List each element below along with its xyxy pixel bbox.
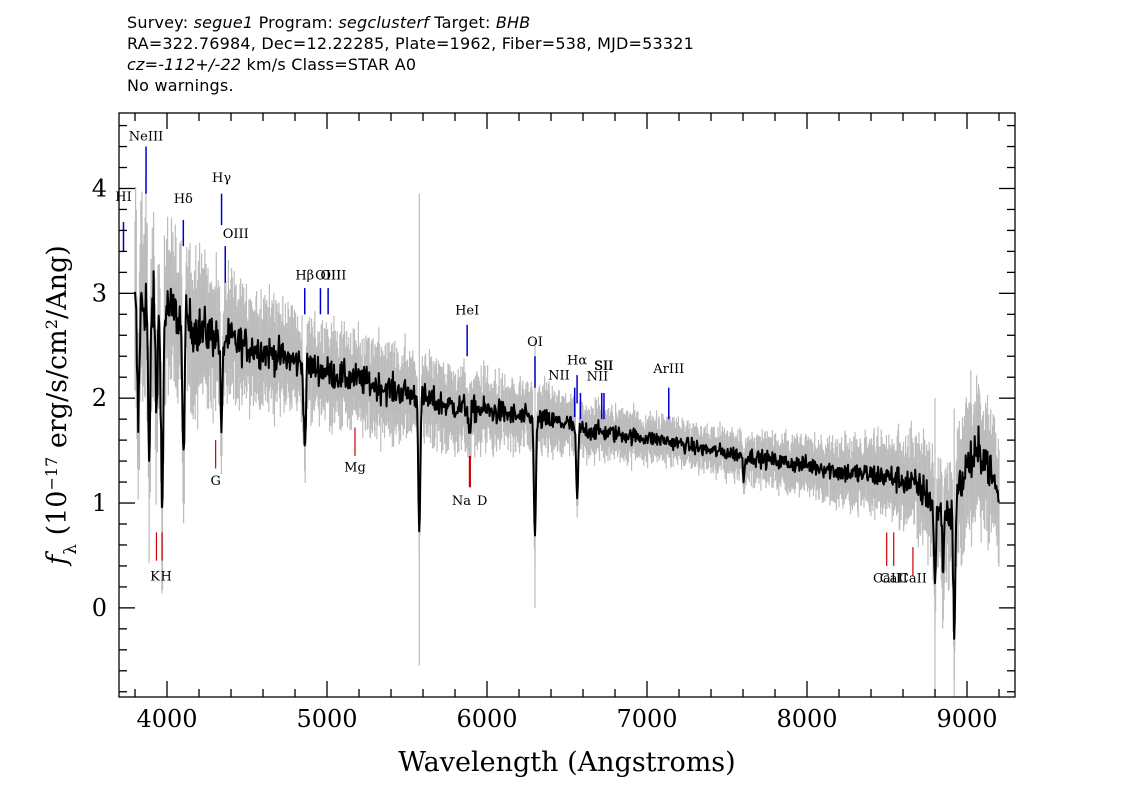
header-line-redshift: cz=-112+/-22 km/s Class=STAR A0 xyxy=(127,54,694,75)
flux-line xyxy=(134,270,1000,640)
absorption-line-label: K xyxy=(150,570,160,585)
emission-line-label: NII xyxy=(548,368,570,383)
cz-label: cz= xyxy=(127,55,159,74)
tick-labels: 4000 5000 6000 7000 8000 9000 0 1 2 3 4 xyxy=(92,174,998,733)
x-tick-label: 7000 xyxy=(616,705,677,733)
emission-line-label: OI xyxy=(527,335,543,350)
header-line-survey: Survey: segue1 Program: segclusterf Targ… xyxy=(127,12,694,33)
y-tick-label: 1 xyxy=(92,489,107,517)
y-axis-label: fλ (10−17 erg/s/cm2/Ang) xyxy=(42,245,82,567)
y-tick-label: 0 xyxy=(92,594,107,622)
y-tick-label: 3 xyxy=(92,279,107,307)
absorption-line-label: Mg xyxy=(344,461,366,476)
absorption-line-label: CaII xyxy=(880,572,908,587)
emission-line-label: Hα xyxy=(567,354,587,369)
absorption-line-label: Na xyxy=(452,494,471,509)
program-label: Program: xyxy=(258,13,334,32)
x-axis-label: Wavelength (Angstroms) xyxy=(398,747,735,778)
cz-rest: km/s Class=STAR A0 xyxy=(246,55,417,74)
emission-line-label: HeI xyxy=(455,303,479,318)
emission-line-label: OIII xyxy=(223,227,249,242)
emission-line-label: Hδ xyxy=(174,192,193,207)
error-band-series xyxy=(134,176,1000,697)
header-line-coords: RA=322.76984, Dec=12.22285, Plate=1962, … xyxy=(127,34,695,53)
survey-label: Survey: xyxy=(127,13,189,32)
absorption-line-label: CaII xyxy=(899,572,927,587)
x-tick-label: 5000 xyxy=(296,705,357,733)
emission-line-label: OIII xyxy=(315,269,341,284)
x-tick-label: 8000 xyxy=(776,705,837,733)
emission-line-label: Hβ xyxy=(295,269,314,284)
cz-value: -112+/-22 xyxy=(158,55,242,74)
header-line-warnings: No warnings. xyxy=(127,76,234,95)
x-tick-label: 4000 xyxy=(136,705,197,733)
program-value: segclusterf xyxy=(338,13,429,32)
target-label: Target: xyxy=(434,13,491,32)
absorption-line-label: H xyxy=(161,570,172,585)
emission-line-label: NeIII xyxy=(129,129,163,144)
target-value: BHB xyxy=(495,13,531,32)
plot-frame xyxy=(118,112,1016,698)
y-tick-label: 4 xyxy=(92,174,107,202)
survey-value: segue1 xyxy=(193,13,254,32)
emission-line-label: OIII xyxy=(320,269,346,284)
emission-line-label: SII xyxy=(594,359,613,374)
emission-line-label: Hγ xyxy=(212,171,231,186)
emission-line-label: SII xyxy=(594,359,613,374)
absorption-line-label: D xyxy=(477,494,487,509)
emission-line-label: ArIII xyxy=(652,362,684,377)
flux-series xyxy=(134,270,1000,640)
emission-line-label: HI xyxy=(115,190,131,205)
x-tick-label: 9000 xyxy=(936,705,997,733)
axis-ticks xyxy=(119,113,1015,697)
x-tick-label: 6000 xyxy=(456,705,517,733)
error-band-path xyxy=(134,176,1000,681)
absorption-line-label: G xyxy=(210,474,220,489)
emission-line-label: NII xyxy=(587,369,609,384)
spectrum-header: Survey: segue1 Program: segclusterf Targ… xyxy=(127,12,694,96)
y-tick-label: 2 xyxy=(92,384,107,412)
absorption-line-label: CaII xyxy=(873,572,901,587)
